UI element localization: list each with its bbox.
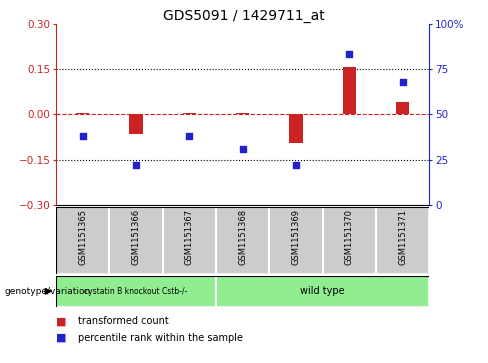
Bar [163, 207, 216, 274]
Bar [323, 207, 376, 274]
Text: GDS5091 / 1429711_at: GDS5091 / 1429711_at [163, 9, 325, 23]
Point [132, 162, 140, 168]
Point [185, 133, 193, 139]
Text: wild type: wild type [301, 286, 345, 296]
Text: GSM1151368: GSM1151368 [238, 209, 247, 265]
Bar [343, 68, 356, 114]
Bar [109, 207, 163, 274]
Bar [76, 113, 89, 114]
Text: GSM1151367: GSM1151367 [185, 209, 194, 265]
Point [292, 162, 300, 168]
Text: GSM1151365: GSM1151365 [78, 209, 87, 265]
Point [79, 133, 87, 139]
Text: GSM1151369: GSM1151369 [292, 209, 301, 265]
Bar [269, 207, 323, 274]
Text: cystatin B knockout Cstb-/-: cystatin B knockout Cstb-/- [84, 287, 188, 296]
Text: percentile rank within the sample: percentile rank within the sample [78, 333, 243, 343]
Bar [216, 207, 269, 274]
Bar [236, 113, 249, 114]
Text: ■: ■ [56, 316, 67, 326]
Text: genotype/variation: genotype/variation [5, 287, 91, 296]
Text: ■: ■ [56, 333, 67, 343]
Point [239, 146, 246, 152]
Text: transformed count: transformed count [78, 316, 169, 326]
Bar [129, 114, 143, 134]
Text: GSM1151366: GSM1151366 [132, 209, 141, 265]
Point [346, 52, 353, 57]
Bar [376, 207, 429, 274]
Text: GSM1151371: GSM1151371 [398, 209, 407, 265]
Bar [216, 276, 429, 307]
Bar [56, 276, 216, 307]
Text: GSM1151370: GSM1151370 [345, 209, 354, 265]
Bar [396, 102, 409, 114]
Bar [56, 207, 109, 274]
Point [399, 79, 407, 85]
Bar [183, 113, 196, 114]
Bar [289, 114, 303, 143]
